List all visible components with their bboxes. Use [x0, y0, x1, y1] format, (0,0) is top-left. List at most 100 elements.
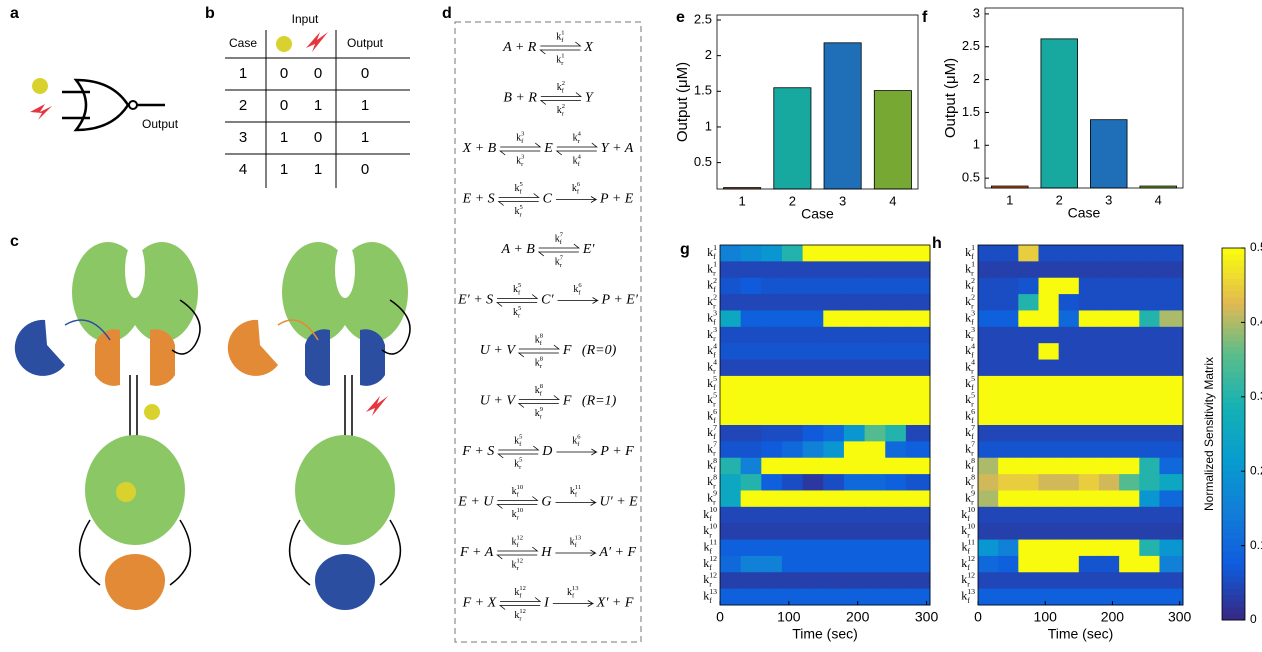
heat-cell	[1038, 278, 1059, 295]
heat-cell	[1099, 327, 1120, 344]
rate-sub: r	[521, 161, 524, 168]
heat-cell	[1099, 589, 1120, 606]
heat-cell	[865, 245, 886, 262]
heat-cell	[741, 310, 762, 327]
heat-cell	[844, 392, 865, 409]
row-label: kr5	[707, 390, 717, 408]
heat-cell	[782, 376, 803, 393]
colorbar-segment	[1222, 546, 1245, 553]
heat-cell	[1159, 490, 1183, 507]
page: a b c d e f g h Output Input Case Output…	[0, 0, 1262, 652]
heat-cell	[782, 458, 803, 475]
species: G	[541, 495, 551, 510]
heat-cell	[1119, 343, 1140, 360]
rate-sub: r	[540, 363, 543, 370]
heat-cell	[885, 376, 906, 393]
heat-cell	[782, 507, 803, 524]
heat-cell	[998, 278, 1019, 295]
heat-cell	[803, 245, 824, 262]
heat-cell	[720, 556, 741, 573]
table-cell: 0	[361, 161, 369, 178]
heat-cell	[844, 343, 865, 360]
heat-cell	[741, 523, 762, 540]
heat-cell	[865, 474, 886, 491]
row-label: kr8	[707, 472, 717, 490]
heat-cell	[1038, 343, 1059, 360]
heat-cell	[844, 360, 865, 377]
rate-top: kf6	[572, 181, 581, 196]
heat-cell	[1059, 523, 1080, 540]
colorbar-segment	[1222, 521, 1245, 528]
heat-cell	[803, 343, 824, 360]
arrow	[555, 550, 595, 556]
rate-sup: 7	[713, 423, 717, 432]
reaction: F + Xkf12kr12Ikf13X′ + F	[462, 585, 634, 623]
rate-sup: 5	[971, 374, 975, 383]
heat-cell	[741, 294, 762, 311]
colorbar-segment	[1222, 595, 1245, 602]
colorbar-segment	[1222, 508, 1245, 515]
rate-sup: 7	[971, 440, 975, 449]
heat-cell	[865, 376, 886, 393]
row-label: kf5	[965, 374, 975, 392]
heat-cell	[1038, 589, 1059, 606]
species: F + S	[461, 444, 494, 459]
rate-sup: 1	[561, 52, 564, 59]
rate-sup: 6	[971, 407, 975, 416]
heat-cell	[1018, 278, 1039, 295]
species: I	[543, 596, 550, 611]
heat-cell	[1018, 589, 1039, 606]
heat-cell	[741, 343, 762, 360]
heat-cell	[978, 458, 999, 475]
heat-cell	[1079, 441, 1100, 458]
arrow	[558, 298, 598, 304]
rate-top: kf6	[572, 433, 581, 448]
rate-top: kf10	[512, 484, 524, 499]
enzyme-cartoon	[15, 242, 410, 610]
species: E + U	[457, 495, 494, 510]
heat-cell	[1099, 376, 1120, 393]
heat-cell	[1139, 540, 1160, 557]
heat-cell	[1119, 310, 1140, 327]
heat-cell	[1159, 474, 1183, 491]
heat-cell	[1159, 343, 1183, 360]
heat-cell	[720, 409, 741, 426]
heat-cell	[1018, 310, 1039, 327]
heat-cell	[1038, 474, 1059, 491]
heat-cell	[1038, 425, 1059, 442]
heat-cell	[782, 294, 803, 311]
rate-top: kf3	[516, 130, 524, 145]
heat-cell	[998, 261, 1019, 278]
rate-sup: 8	[713, 456, 717, 465]
heat-cell	[761, 490, 782, 507]
heat-cell	[1119, 278, 1140, 295]
heat-cell	[906, 523, 931, 540]
rate-sub: f	[709, 596, 712, 605]
heat-cell	[906, 376, 931, 393]
heat-cell	[1059, 392, 1080, 409]
heat-cell	[906, 556, 931, 573]
rate-sup: 3	[521, 130, 524, 137]
species: E + S	[462, 192, 495, 207]
arrow	[556, 449, 596, 455]
heat-cell	[906, 310, 931, 327]
heat-cell	[823, 376, 844, 393]
heat-cell	[978, 261, 999, 278]
heat-cell	[1119, 441, 1140, 458]
heat-cell	[761, 245, 782, 262]
colorbar-segment	[1222, 415, 1245, 422]
heat-cell	[1099, 310, 1120, 327]
colorbar-segment	[1222, 601, 1245, 608]
heat-cell	[823, 572, 844, 589]
rate-sub: f	[578, 289, 581, 296]
row-label: kf5	[707, 374, 717, 392]
colorbar-segment	[1222, 285, 1245, 292]
heat-cell	[906, 261, 931, 278]
heat-cell	[865, 589, 886, 606]
heat-cell	[803, 507, 824, 524]
rate-sub: f	[561, 37, 564, 44]
rate-sub: f	[540, 390, 543, 397]
heat-cell	[1018, 458, 1039, 475]
rate-sup: 2	[713, 276, 717, 285]
